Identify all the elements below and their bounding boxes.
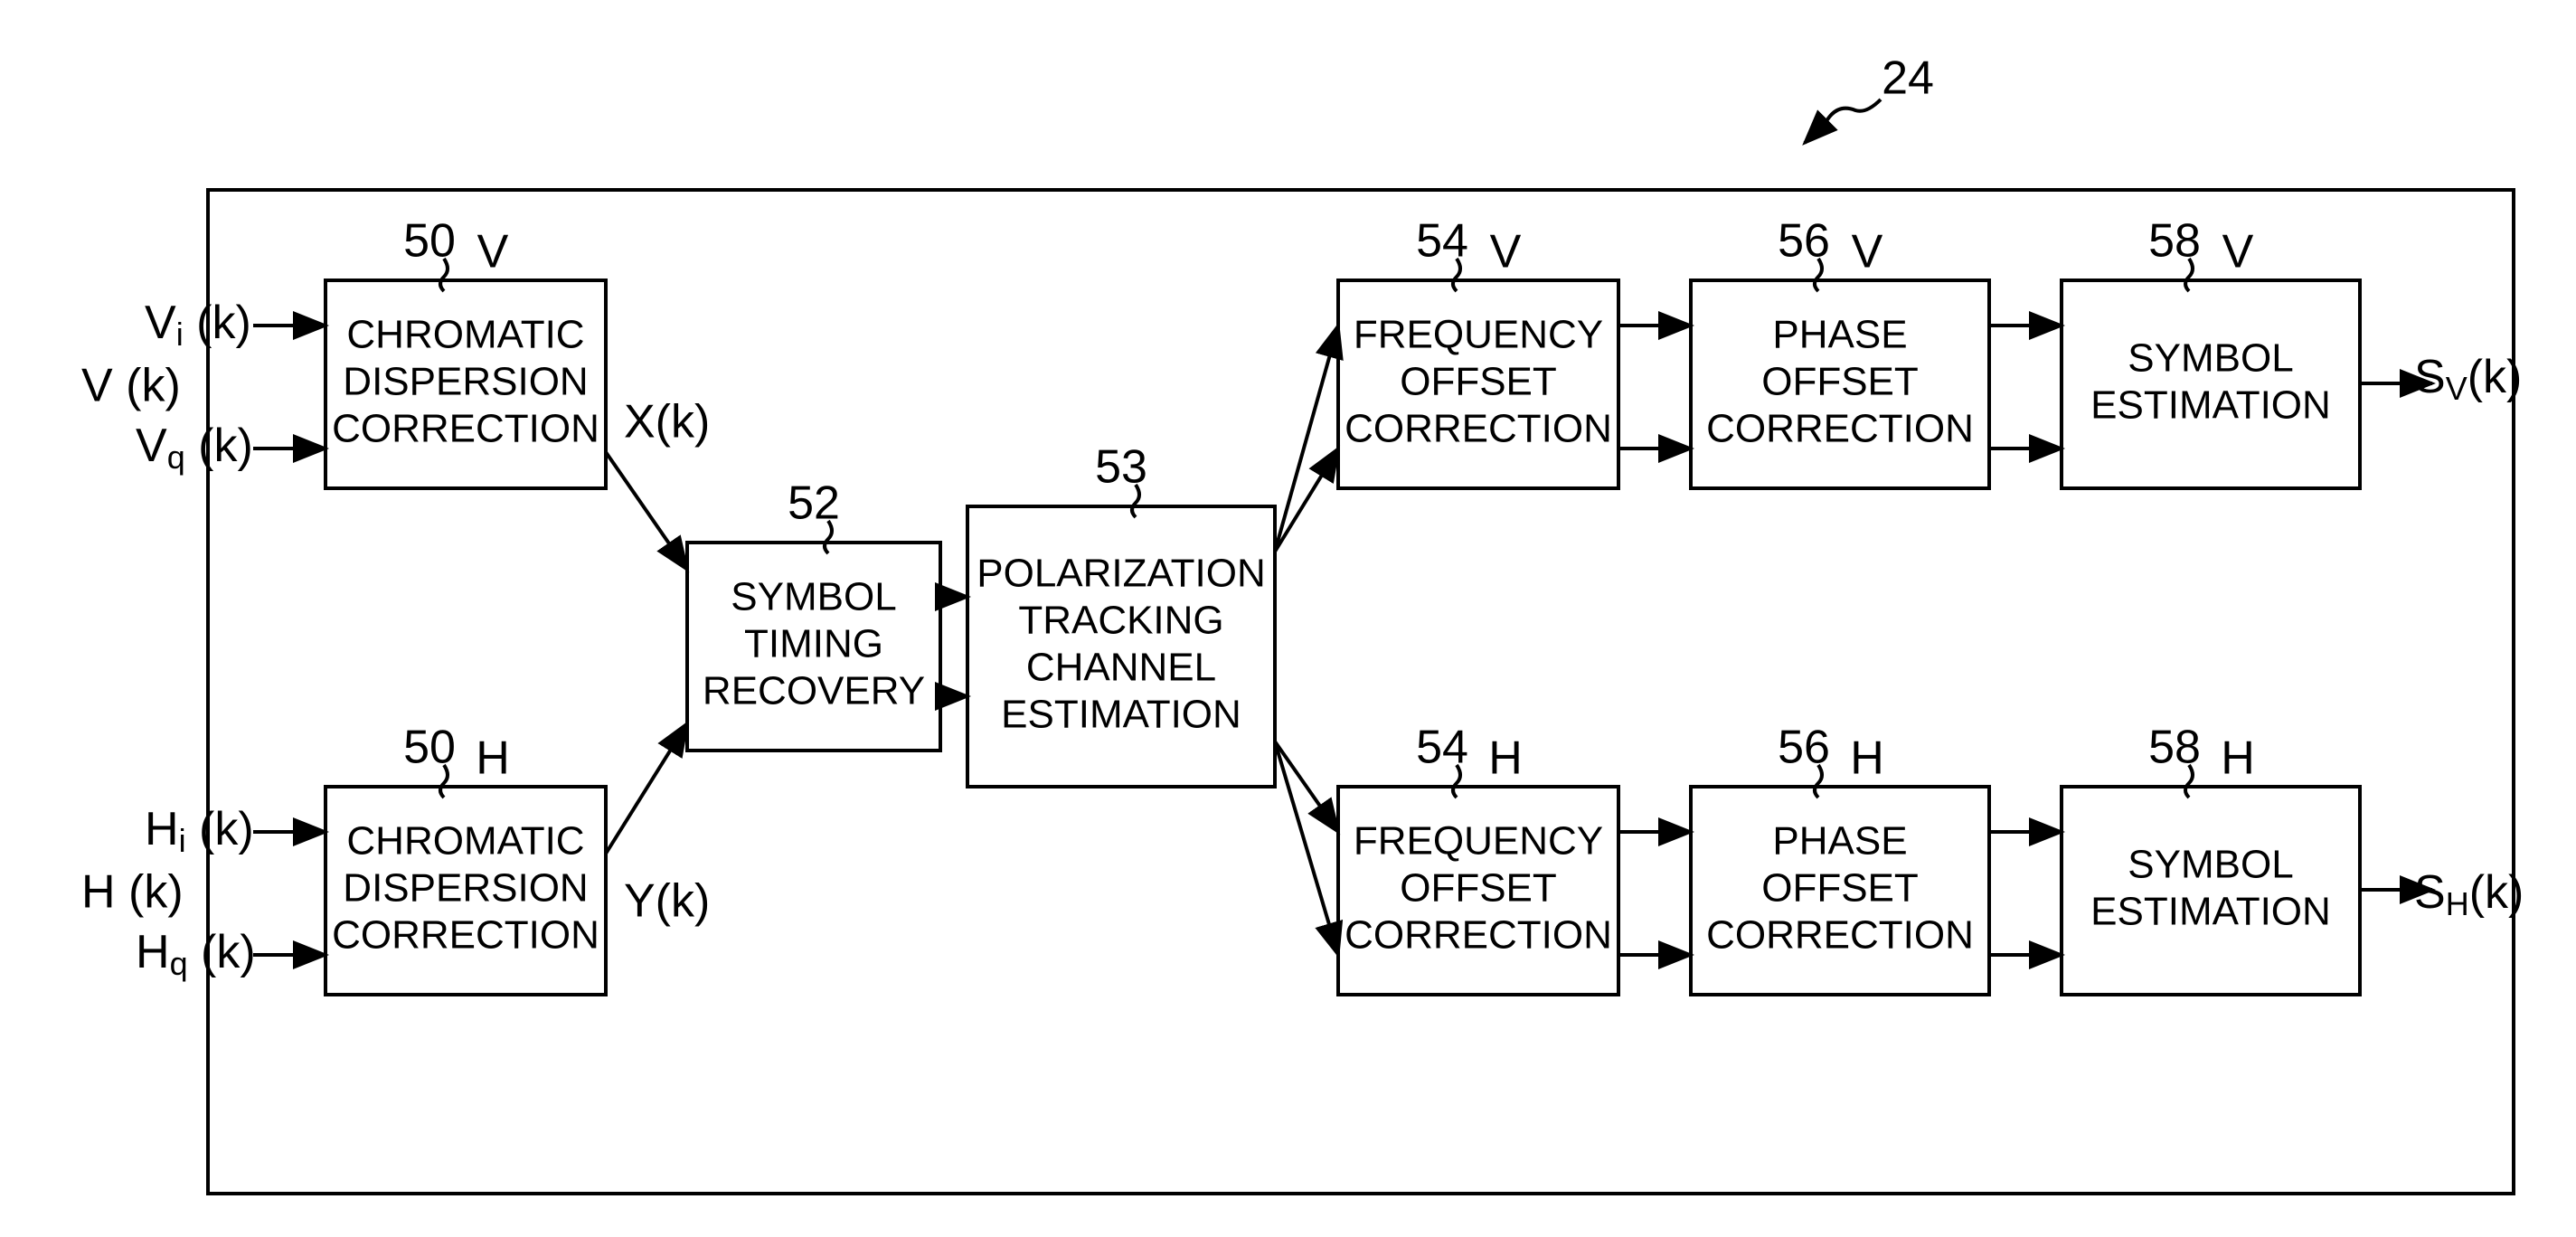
signal-Hq: Hq (k): [136, 926, 256, 982]
se_h-block: SYMBOLESTIMATION 58 H: [2062, 722, 2360, 995]
str-label-line: SYMBOL: [731, 575, 896, 619]
poc_v-label-line: CORRECTION: [1706, 407, 1974, 451]
se_h-label-line: SYMBOL: [2128, 843, 2293, 887]
svg-text:52: 52: [788, 477, 840, 530]
svg-text:H: H: [2221, 732, 2255, 785]
svg-text:50: 50: [403, 722, 456, 774]
foc_h-label-line: CORRECTION: [1345, 913, 1612, 958]
cd_v-label-line: DISPERSION: [343, 360, 588, 404]
str-label-line: TIMING: [744, 622, 883, 666]
signal-Vi: Vi (k): [145, 297, 251, 353]
signal-Hi: Hi (k): [145, 803, 254, 859]
svg-text:V: V: [1852, 226, 1883, 279]
arrow-5: [606, 723, 687, 854]
signal-Sv: SV(k): [2414, 351, 2522, 407]
se_v-label-line: ESTIMATION: [2090, 383, 2331, 428]
svg-text:54: 54: [1416, 722, 1468, 774]
se_v-label-line: SYMBOL: [2128, 336, 2293, 381]
cd_v-label-line: CHROMATIC: [346, 313, 584, 357]
block-diagram: 24CHROMATICDISPERSIONCORRECTION50VCHROMA…: [0, 0, 2575, 1237]
foc_v-label-line: OFFSET: [1400, 360, 1557, 404]
se_v-block: SYMBOLESTIMATION 58 V: [2062, 215, 2360, 488]
cd_v-label-line: CORRECTION: [332, 407, 599, 451]
poc_v-block: PHASEOFFSETCORRECTION 56 V: [1691, 215, 1989, 488]
svg-text:58: 58: [2148, 722, 2201, 774]
svg-text:V: V: [2222, 226, 2254, 279]
arrow-4: [606, 452, 687, 570]
signal-V: V (k): [81, 360, 181, 412]
poc_h-label-line: OFFSET: [1761, 866, 1919, 911]
poc_h-label-line: CORRECTION: [1706, 913, 1974, 958]
signal-Yk: Y(k): [624, 875, 710, 928]
str-block: SYMBOLTIMINGRECOVERY 52: [687, 477, 940, 751]
se_h-label-line: ESTIMATION: [2090, 890, 2331, 934]
poc_h-block: PHASEOFFSETCORRECTION 56 H: [1691, 722, 1989, 995]
cd_v-block: CHROMATICDISPERSIONCORRECTION 50 V: [326, 215, 606, 488]
arrow-9: [1275, 449, 1338, 552]
ptce-label-line: CHANNEL: [1026, 646, 1216, 690]
svg-text:H: H: [476, 732, 510, 785]
signal-Xk: X(k): [624, 396, 710, 449]
cd_h-label-line: DISPERSION: [343, 866, 588, 911]
cd_h-label-line: CORRECTION: [332, 913, 599, 958]
svg-text:53: 53: [1095, 441, 1147, 494]
foc_v-block: FREQUENCYOFFSETCORRECTION 54 V: [1338, 215, 1618, 488]
svg-text:V: V: [1490, 226, 1522, 279]
signal-H: H (k): [81, 866, 184, 919]
leader-arrow: [1805, 99, 1881, 143]
str-label-line: RECOVERY: [703, 669, 925, 713]
svg-text:50: 50: [403, 215, 456, 268]
cd_h-block: CHROMATICDISPERSIONCORRECTION 50 H: [326, 722, 606, 995]
poc_v-label-line: PHASE: [1772, 313, 1907, 357]
foc_v-label-line: FREQUENCY: [1354, 313, 1603, 357]
cd_h-label-line: CHROMATIC: [346, 819, 584, 864]
svg-text:54: 54: [1416, 215, 1468, 268]
ptce-block: POLARIZATIONTRACKINGCHANNELESTIMATION 53: [967, 441, 1275, 787]
svg-text:56: 56: [1778, 722, 1830, 774]
svg-text:H: H: [1488, 732, 1523, 785]
poc_v-label-line: OFFSET: [1761, 360, 1919, 404]
foc_h-label-line: OFFSET: [1400, 866, 1557, 911]
diagram-container: 24CHROMATICDISPERSIONCORRECTION50VCHROMA…: [0, 0, 2576, 1237]
svg-text:V: V: [477, 226, 509, 279]
svg-text:56: 56: [1778, 215, 1830, 268]
arrow-11: [1275, 741, 1338, 955]
svg-text:58: 58: [2148, 215, 2201, 268]
arrow-8: [1275, 326, 1338, 552]
ptce-label-line: TRACKING: [1018, 599, 1223, 643]
module-number: 24: [1882, 52, 1934, 105]
foc_h-label-line: FREQUENCY: [1354, 819, 1603, 864]
svg-text:H: H: [1850, 732, 1884, 785]
signal-Sh: SH(k): [2414, 866, 2524, 922]
foc_h-block: FREQUENCYOFFSETCORRECTION 54 H: [1338, 722, 1618, 995]
arrow-10: [1275, 741, 1338, 832]
ptce-label-line: ESTIMATION: [1001, 693, 1241, 737]
poc_h-label-line: PHASE: [1772, 819, 1907, 864]
foc_v-label-line: CORRECTION: [1345, 407, 1612, 451]
ptce-label-line: POLARIZATION: [977, 552, 1265, 596]
signal-Vq: Vq (k): [136, 420, 253, 476]
